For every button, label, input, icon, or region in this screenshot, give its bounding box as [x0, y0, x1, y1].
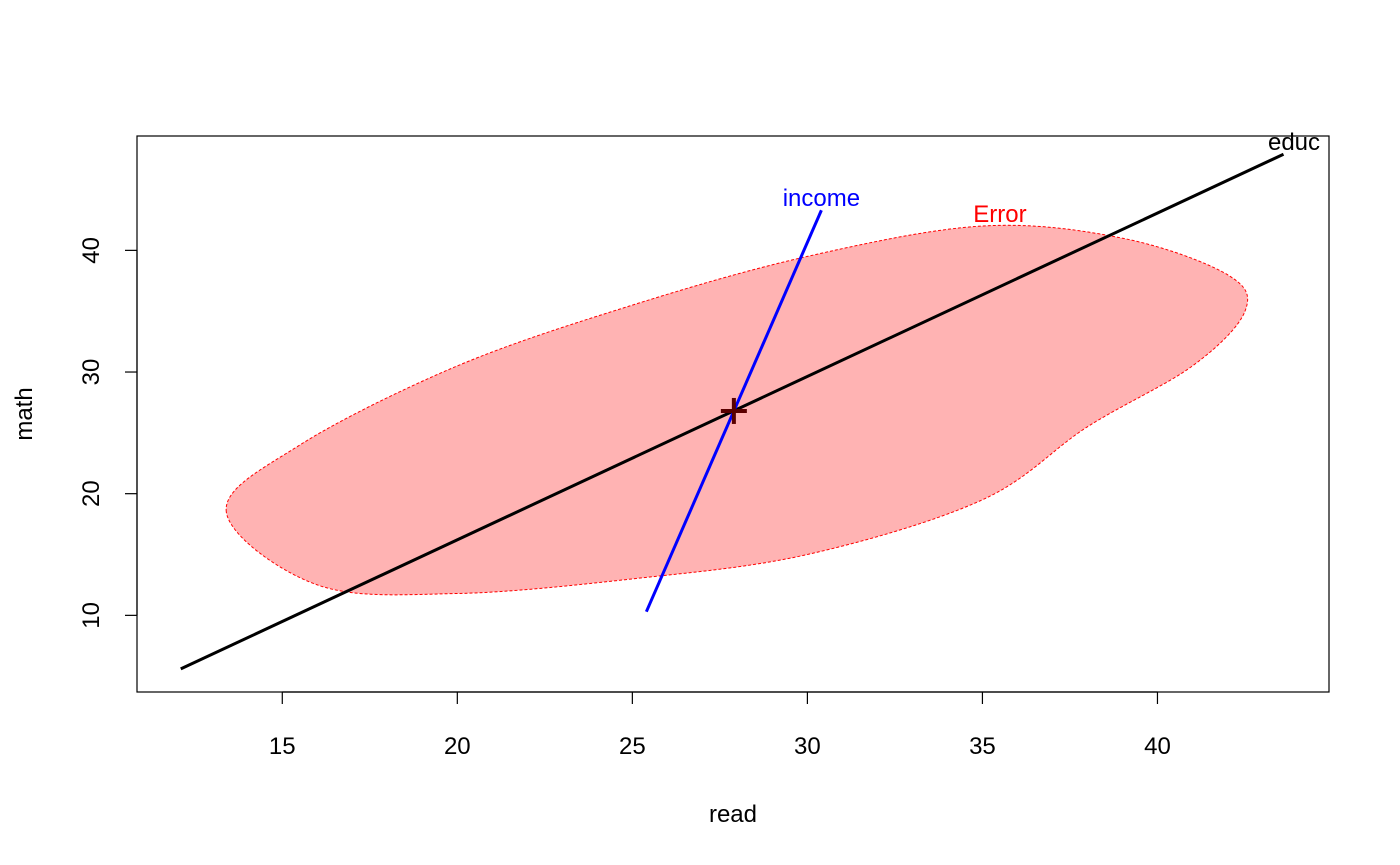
x-tick-label: 35: [969, 733, 996, 760]
y-tick-label: 20: [78, 480, 105, 507]
line-label-educ: educ: [1268, 129, 1320, 156]
error-ellipse-label: Error: [973, 201, 1026, 228]
x-tick-label: 25: [619, 733, 646, 760]
x-axis: 15 20 25 30 35 40: [269, 691, 1171, 760]
x-tick-label: 40: [1144, 733, 1171, 760]
x-tick-label: 20: [444, 733, 471, 760]
y-axis: 10 20 30 40: [78, 237, 138, 629]
plot-layer: Error educ income: [180, 129, 1320, 671]
x-axis-label: read: [709, 801, 757, 828]
y-tick-label: 30: [78, 359, 105, 386]
y-axis-label: math: [11, 387, 38, 440]
line-label-income: income: [783, 185, 860, 212]
y-tick-label: 40: [78, 237, 105, 264]
x-tick-label: 15: [269, 733, 296, 760]
x-tick-label: 30: [794, 733, 821, 760]
y-tick-label: 10: [78, 602, 105, 629]
